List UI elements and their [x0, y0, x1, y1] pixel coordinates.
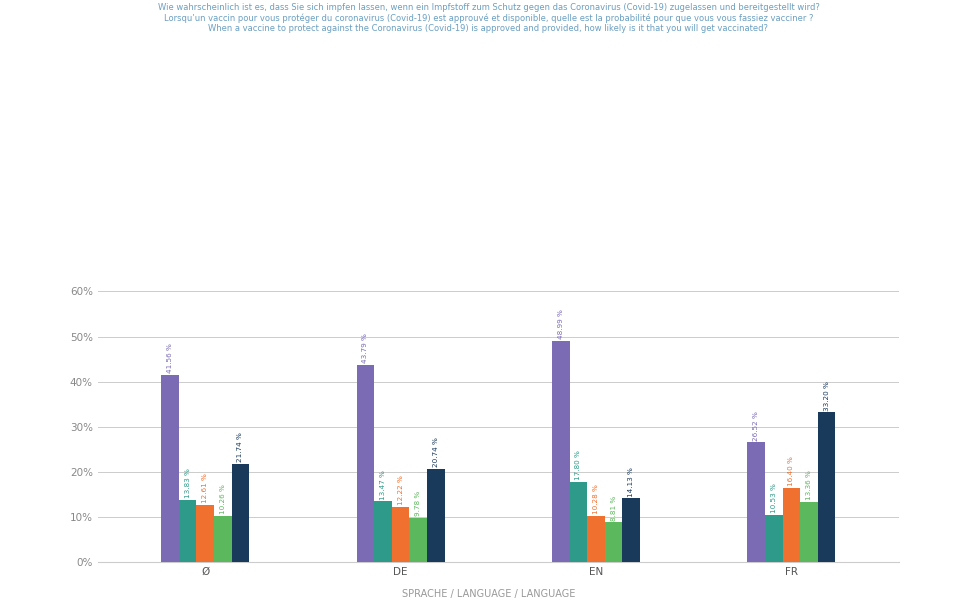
Text: 13.36 %: 13.36 %: [806, 470, 812, 500]
Bar: [427, 469, 445, 562]
Text: 10.53 %: 10.53 %: [771, 483, 777, 513]
Text: 14.13 %: 14.13 %: [628, 467, 634, 497]
Bar: [800, 502, 818, 562]
Bar: [161, 375, 179, 562]
Text: 43.79 %: 43.79 %: [362, 333, 368, 363]
Bar: [179, 500, 196, 562]
Text: 10.26 %: 10.26 %: [220, 484, 226, 514]
Bar: [374, 502, 392, 562]
Bar: [783, 488, 800, 562]
Legend: Sehr wahrscheinlich
Très probable
Very likely, Wahrscheinlich
Probable
Likely, I: Sehr wahrscheinlich Très probable Very l…: [180, 175, 797, 216]
Text: 13.47 %: 13.47 %: [380, 470, 386, 500]
Bar: [622, 499, 640, 562]
Text: 16.40 %: 16.40 %: [788, 456, 794, 486]
Bar: [605, 522, 622, 562]
Bar: [214, 516, 232, 562]
Text: 21.74 %: 21.74 %: [237, 433, 243, 463]
Bar: [570, 482, 587, 562]
Text: Wie wahrscheinlich ist es, dass Sie sich impfen lassen, wenn ein Impfstoff zum S: Wie wahrscheinlich ist es, dass Sie sich…: [157, 3, 820, 34]
Bar: [357, 365, 374, 562]
Text: 17.80 %: 17.80 %: [575, 450, 581, 480]
Text: 41.56 %: 41.56 %: [167, 343, 173, 373]
Bar: [552, 341, 570, 562]
Bar: [196, 505, 214, 562]
Bar: [587, 516, 605, 562]
Text: SPRACHE / LANGUAGE / LANGUAGE: SPRACHE / LANGUAGE / LANGUAGE: [402, 589, 575, 599]
Text: 8.81 %: 8.81 %: [611, 496, 616, 521]
Bar: [392, 507, 409, 562]
Bar: [409, 518, 427, 562]
Bar: [818, 412, 835, 562]
Text: 20.74 %: 20.74 %: [433, 437, 439, 467]
Text: 9.78 %: 9.78 %: [415, 491, 421, 516]
Bar: [747, 442, 765, 562]
Text: 48.99 %: 48.99 %: [558, 309, 564, 339]
Text: 26.52 %: 26.52 %: [753, 411, 759, 441]
Text: 12.22 %: 12.22 %: [398, 475, 404, 505]
Bar: [765, 514, 783, 562]
Text: 10.28 %: 10.28 %: [593, 484, 599, 514]
Text: 13.83 %: 13.83 %: [185, 468, 191, 498]
Text: 33.20 %: 33.20 %: [824, 381, 829, 411]
Text: 12.61 %: 12.61 %: [202, 474, 208, 503]
Bar: [232, 464, 249, 562]
